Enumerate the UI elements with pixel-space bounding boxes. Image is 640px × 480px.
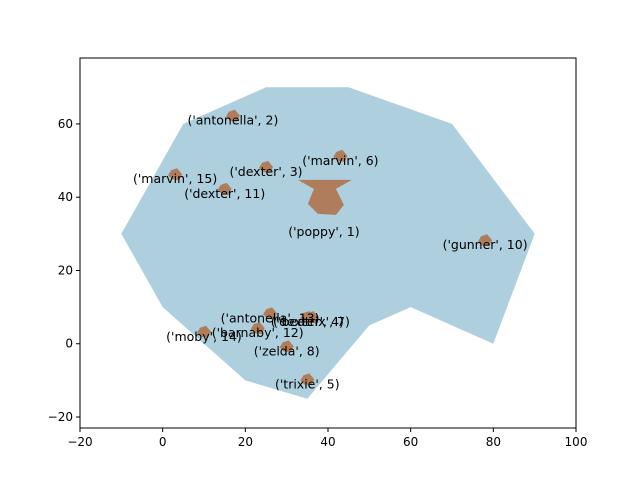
marker-point (279, 340, 294, 353)
marker-point (300, 373, 315, 386)
x-tick-label: 0 (159, 435, 167, 449)
y-tick-label: 0 (65, 337, 73, 351)
point-label: ('gunner', 10) (443, 237, 528, 252)
y-axis: −20 0 20 40 60 (48, 117, 80, 424)
point-label: ('poppy', 1) (288, 224, 359, 239)
point-label: ('marvin', 15) (133, 171, 217, 186)
marker-point (333, 149, 348, 162)
marker-point (263, 307, 278, 320)
point-label: ('beatrix', 7) (273, 314, 350, 329)
point-labels-group: ('poppy', 1) ('antonella', 2) ('dexter', 3… (133, 113, 528, 392)
point-label: ('barnaby', 12) (212, 325, 304, 340)
point-label: ('dexter', 3) (229, 164, 302, 179)
y-tick-label: 40 (58, 190, 73, 204)
x-tick-label: 100 (565, 435, 588, 449)
plot-area: ('poppy', 1) ('antonella', 2) ('dexter', 3… (121, 87, 535, 399)
y-tick-label: 20 (58, 263, 73, 277)
x-tick-label: 80 (486, 435, 501, 449)
x-tick-label: 60 (403, 435, 418, 449)
marker-point (168, 168, 183, 181)
shaded-region (121, 87, 535, 399)
point-label: ('zelda', 8) (254, 343, 320, 358)
y-tick-label: −20 (48, 410, 73, 424)
x-tick-label: −20 (67, 435, 92, 449)
point-label: ('dexter', 4) (271, 314, 344, 329)
markers-group (168, 109, 493, 386)
marker-point (250, 322, 265, 335)
x-tick-label: 20 (238, 435, 253, 449)
point-label: ('antonella', 2) (187, 113, 278, 128)
point-label: ('antonella', 13) (221, 310, 320, 325)
x-axis: −20 0 20 40 60 80 100 (67, 428, 587, 449)
marker-point (259, 160, 273, 173)
marker-point (197, 325, 211, 338)
point-label: ('moby', 14) (166, 329, 242, 344)
marker-point (297, 179, 352, 215)
point-label: ('trixie', 5) (275, 376, 340, 391)
point-label: ('dexter', 11) (184, 186, 265, 201)
marker-point (217, 182, 232, 195)
point-label: ('marvin', 6) (302, 153, 378, 168)
x-tick-label: 40 (320, 435, 335, 449)
marker-point (225, 109, 240, 122)
marker-point (304, 311, 319, 324)
y-tick-label: 60 (58, 117, 73, 131)
marker-point (478, 234, 493, 247)
